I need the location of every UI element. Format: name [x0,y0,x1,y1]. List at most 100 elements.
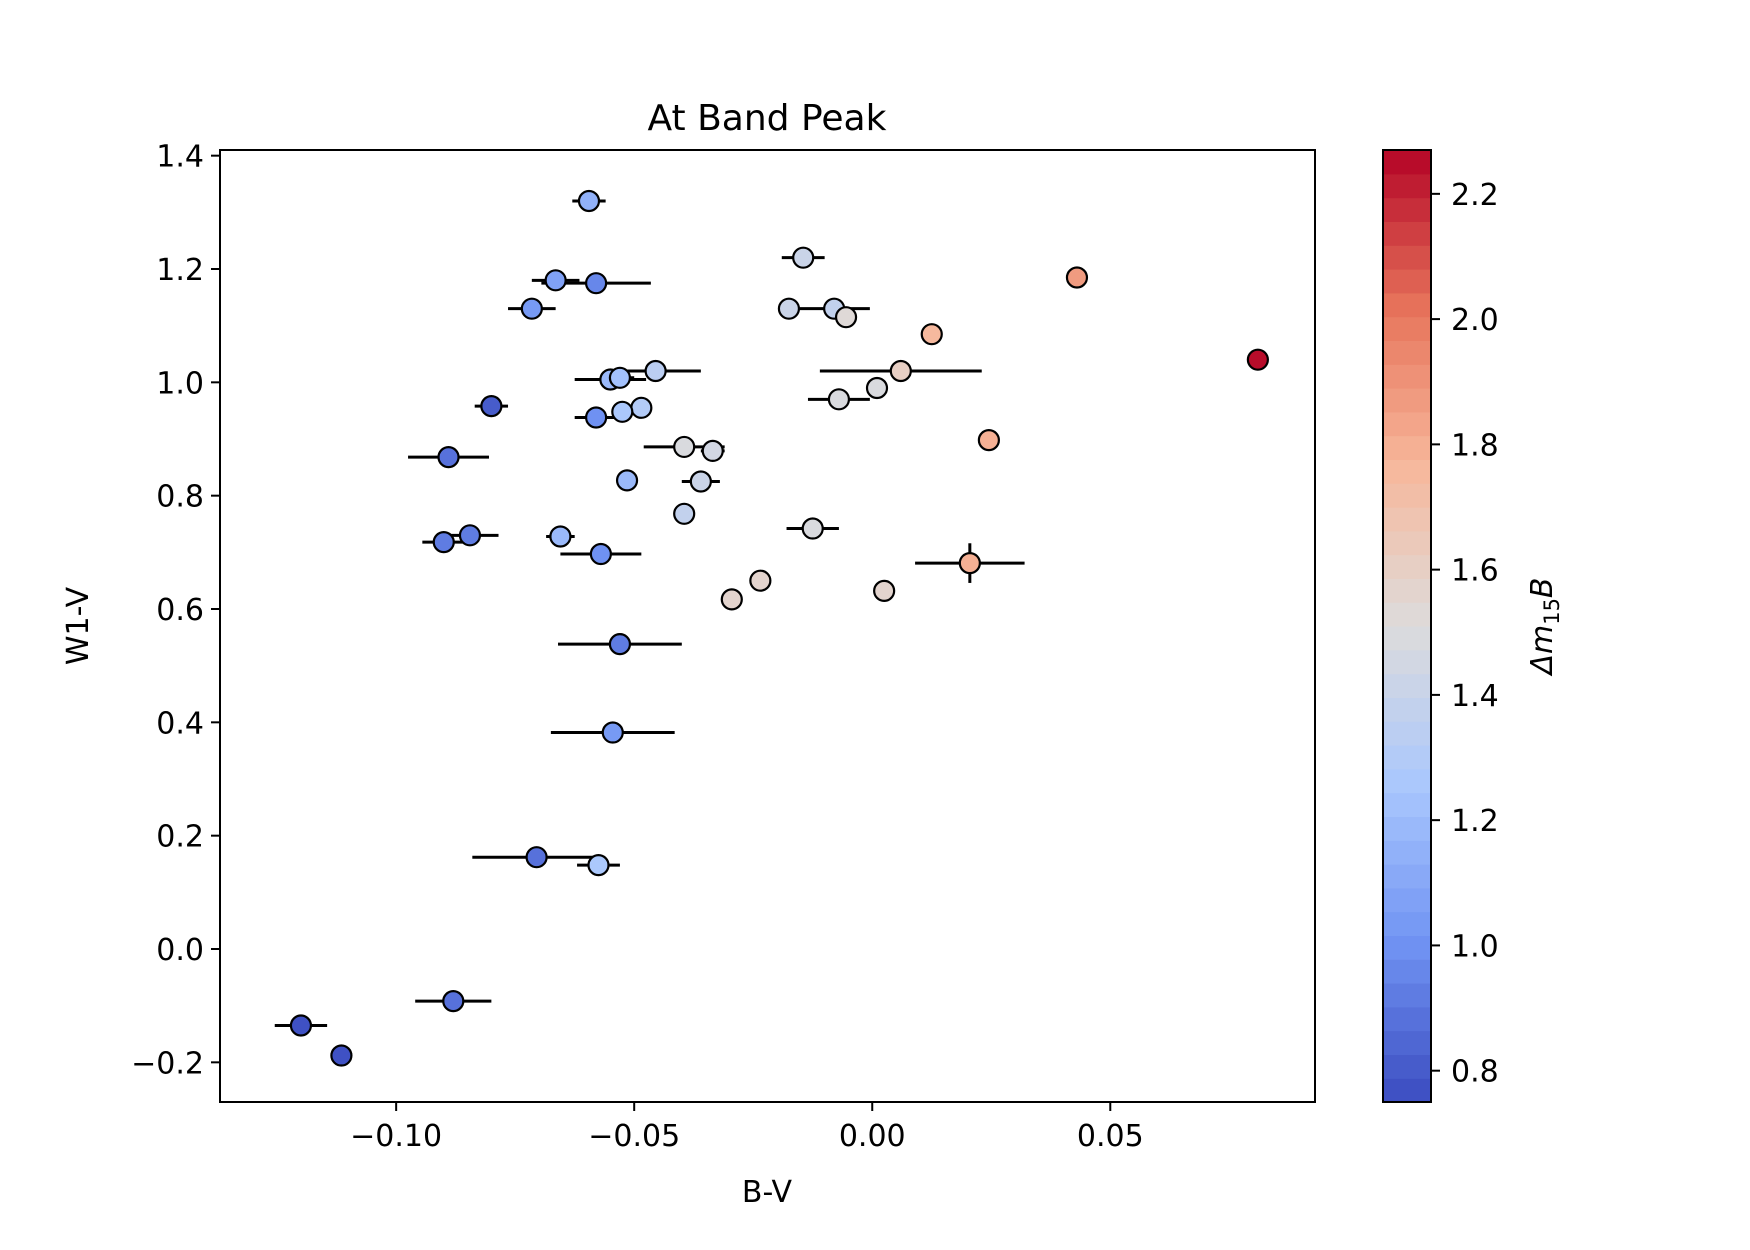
plot-frame [219,149,1316,1103]
colorbar-segment-24 [1383,507,1431,532]
data-point-1 [792,246,815,269]
y-axis-label: W1-V [61,586,96,665]
y-tick-label-3: 0.4 [156,706,204,741]
data-point-22 [673,435,696,459]
data-point-21 [977,429,1000,452]
colorbar-segment-15 [1383,721,1431,746]
colorbar-tick-label-3: 1.4 [1451,679,1499,714]
y-tick-label-7: 1.2 [156,253,204,288]
x-axis-ticks: −0.10 −0.05 0.00 0.05 [350,1102,1144,1154]
colorbar-tick-label-2: 1.2 [1451,804,1499,839]
y-tick-label-1: 0.0 [156,933,204,968]
colorbar-tick-label-4: 1.6 [1451,554,1499,589]
colorbar-segment-26 [1383,459,1431,484]
data-point-15 [865,376,889,400]
data-point-16 [827,388,851,411]
data-point-14 [608,366,632,389]
data-point-39 [525,846,548,869]
data-point-6 [777,297,801,320]
colorbar-segment-31 [1383,340,1431,365]
data-point-26 [689,470,712,493]
data-point-41 [442,990,465,1013]
chart-title: At Band Peak [648,98,887,139]
data-point-30 [458,524,482,547]
data-point-4 [1065,266,1089,289]
y-tick-label-8: 1.4 [156,140,204,175]
colorbar-segment-25 [1383,483,1431,508]
colorbar-segment-10 [1383,840,1431,865]
colorbar-segment-22 [1383,554,1431,579]
svg-text:Δm15B: Δm15B [1525,577,1564,676]
x-tick-label-2: 0.00 [839,1119,906,1154]
y-axis-ticks: −0.2 0.0 0.2 0.4 0.6 0.8 1.0 1.2 1.4 [131,140,220,1081]
data-point-42 [289,1014,313,1037]
colorbar-segment-21 [1383,578,1431,603]
colorbar-segment-9 [1383,864,1431,889]
data-point-0 [577,189,601,213]
data-point-12 [889,359,912,383]
colorbar-tick-label-6: 2.0 [1451,303,1499,338]
colorbar-segment-7 [1383,911,1431,936]
colorbar-segment-37 [1383,197,1431,222]
colorbar-segment-34 [1383,269,1431,294]
colorbar-segment-6 [1383,935,1431,960]
x-axis-label: B-V [742,1175,793,1210]
colorbar-segment-32 [1383,316,1431,341]
colorbar-segment-33 [1383,292,1431,318]
colorbar-tick-label-0: 0.8 [1451,1055,1499,1090]
data-point-38 [601,721,624,744]
colorbar-segment-36 [1383,221,1431,246]
y-tick-label-6: 1.0 [156,366,204,401]
data-point-27 [673,502,696,525]
y-tick-label-2: 0.2 [156,820,204,855]
colorbar-segment-35 [1383,245,1431,270]
colorbar-segment-1 [1383,1054,1431,1079]
colorbar-segment-29 [1383,388,1431,413]
colorbar-segment-38 [1383,173,1431,199]
colorbar-segment-4 [1383,983,1431,1008]
colorbar-frame [1382,149,1432,1103]
data-point-10 [1246,348,1269,371]
data-point-25 [615,469,639,492]
data-point-11 [644,359,667,383]
data-point-23 [701,439,724,462]
y-tick-label-0: −0.2 [131,1046,204,1081]
data-point-24 [437,446,460,469]
data-point-33 [958,551,981,575]
colorbar-segment-20 [1383,602,1431,627]
data-point-35 [873,579,896,602]
y-tick-label-5: 0.8 [156,480,204,515]
data-point-40 [587,854,610,877]
data-point-9 [920,323,943,346]
colorbar-tick-label-5: 1.8 [1451,428,1499,463]
data-point-17 [480,395,503,418]
colorbar [1383,150,1431,1103]
y-tick-label-4: 0.6 [156,593,204,628]
data-point-8 [834,306,858,329]
data-point-43 [330,1044,353,1067]
colorbar-tick-label-1: 1.0 [1451,929,1499,964]
colorbar-segment-2 [1383,1030,1431,1055]
data-point-19 [611,400,634,423]
data-point-28 [801,517,824,540]
colorbar-segment-12 [1383,792,1431,817]
x-tick-label-3: 0.05 [1077,1119,1144,1154]
colorbar-segment-17 [1383,673,1431,698]
colorbar-segment-39 [1383,150,1431,175]
data-point-20 [585,406,608,429]
data-point-3 [585,272,608,295]
data-point-34 [749,569,772,592]
colorbar-segment-19 [1383,626,1431,651]
colorbar-segment-30 [1383,364,1431,389]
colorbar-segment-11 [1383,816,1431,841]
data-point-37 [608,633,632,656]
colorbar-ticks: 0.8 1.0 1.2 1.4 1.6 1.8 2.0 2.2 [1431,178,1499,1090]
colorbar-segment-5 [1383,959,1431,984]
colorbar-segment-28 [1383,411,1431,437]
data-point-2 [544,269,567,292]
colorbar-segment-14 [1383,745,1431,770]
x-tick-label-1: −0.05 [588,1119,680,1154]
data-points [289,189,1269,1067]
